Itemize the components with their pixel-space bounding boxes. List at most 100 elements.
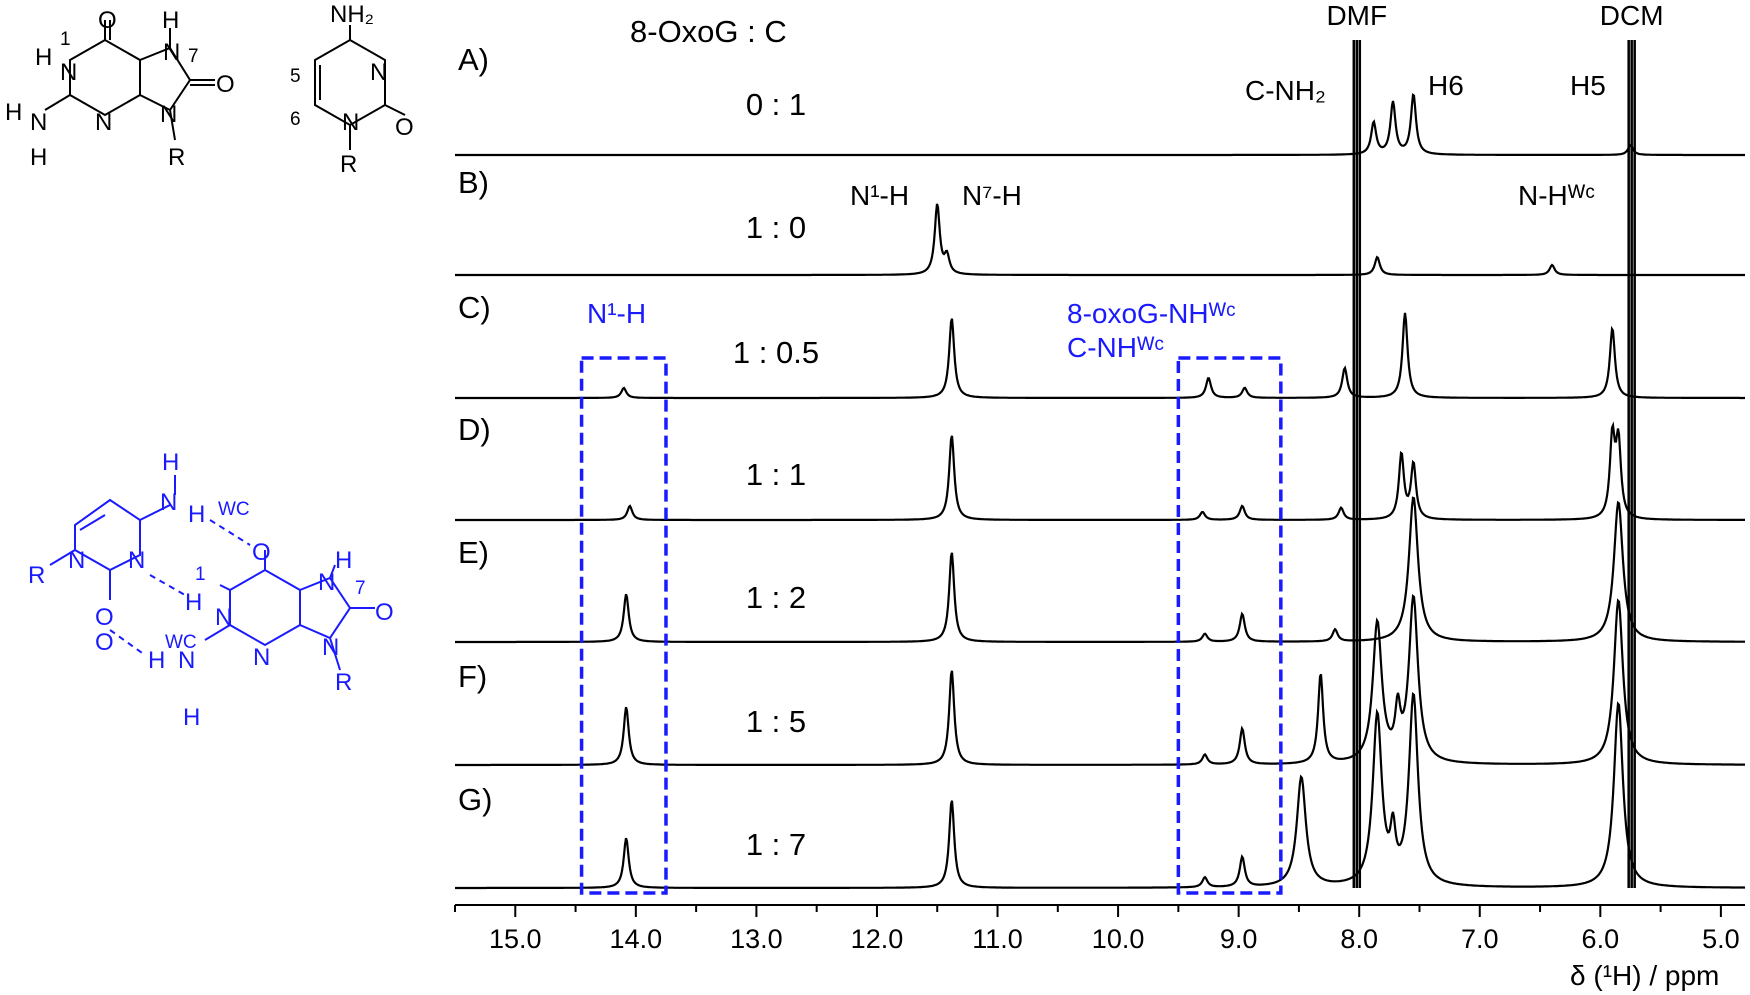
svg-text:N: N bbox=[178, 647, 195, 674]
oxog-structure bbox=[44, 20, 215, 141]
svg-text:6: 6 bbox=[290, 109, 301, 130]
chart-title: 8-OxoG : C bbox=[630, 14, 787, 49]
svg-text:N: N bbox=[318, 569, 335, 596]
x-tick-label: 11.0 bbox=[972, 924, 1023, 954]
ratio-label: 0 : 1 bbox=[746, 87, 806, 122]
svg-text:N: N bbox=[322, 634, 339, 661]
cytosine-structure bbox=[314, 25, 406, 150]
oxog-atom-labels: O H N N H N O H N N H R 1 7 bbox=[5, 7, 235, 171]
svg-text:O: O bbox=[95, 604, 114, 631]
svg-text:O: O bbox=[95, 629, 114, 656]
spectrum-label: F) bbox=[458, 659, 487, 694]
svg-text:N: N bbox=[68, 547, 85, 574]
svg-text:O: O bbox=[98, 7, 117, 34]
svg-text:R: R bbox=[28, 562, 45, 589]
x-tick-label: 13.0 bbox=[730, 924, 783, 954]
svg-text:O: O bbox=[395, 114, 414, 141]
x-tick-label: 9.0 bbox=[1220, 924, 1258, 954]
spectrum-trace bbox=[455, 691, 1746, 890]
spectrum-trace bbox=[455, 312, 1745, 400]
svg-text:WC: WC bbox=[218, 499, 250, 520]
x-tick-label: 6.0 bbox=[1582, 924, 1620, 954]
x-axis: 15.0 14.0 13.0 12.0 11.0 10.0 9.0 8.0 7.0 6.0 5.0 bbox=[454, 904, 1745, 954]
svg-text:H: H bbox=[162, 7, 179, 34]
svg-text:1: 1 bbox=[195, 564, 206, 585]
svg-text:N: N bbox=[160, 489, 177, 516]
svg-text:N: N bbox=[30, 109, 47, 136]
svg-text:NH₂: NH₂ bbox=[330, 1, 374, 28]
annotation-c-nh2: C-NH₂ bbox=[1245, 75, 1326, 106]
ratio-label: 1 : 2 bbox=[746, 580, 806, 615]
svg-text:H: H bbox=[185, 589, 202, 616]
x-tick-label: 10.0 bbox=[1092, 924, 1145, 954]
spectrum-trace bbox=[455, 93, 1745, 157]
svg-text:R: R bbox=[340, 151, 357, 178]
svg-text:H: H bbox=[30, 144, 47, 171]
svg-text:H: H bbox=[148, 647, 165, 674]
svg-text:N: N bbox=[60, 59, 77, 86]
svg-text:WC: WC bbox=[165, 632, 197, 653]
svg-text:7: 7 bbox=[188, 46, 199, 67]
base-pair-atom-labels: H N H N R N O O N H O N N H N H N R H O … bbox=[28, 449, 394, 731]
solvent-label: DMF bbox=[1326, 0, 1387, 31]
x-axis-label: δ (¹H) / ppm bbox=[1570, 960, 1719, 991]
ratio-label: 1 : 1 bbox=[746, 457, 806, 492]
spectrum-label: E) bbox=[458, 535, 489, 570]
spectra-plot: A) 0 : 1 B) 1 : 0 C) 1 : 0.5 D) 1 : 1 E) 1 : 2 F) 1… bbox=[455, 42, 1746, 895]
spectrum-label: D) bbox=[458, 412, 491, 447]
x-tick-label: 7.0 bbox=[1461, 924, 1499, 954]
x-tick-label: 14.0 bbox=[610, 924, 663, 954]
svg-text:5: 5 bbox=[290, 66, 301, 87]
annotation-n1h: N¹-H bbox=[850, 180, 909, 211]
svg-text:N: N bbox=[342, 109, 359, 136]
svg-text:H: H bbox=[162, 449, 179, 476]
svg-text:O: O bbox=[252, 539, 271, 566]
annotation-nhwc: N-Hᵂᶜ bbox=[1518, 180, 1595, 211]
svg-text:O: O bbox=[375, 599, 394, 626]
svg-text:R: R bbox=[168, 144, 185, 171]
spectrum-trace bbox=[455, 421, 1745, 522]
ratio-label: 1 : 0 bbox=[746, 210, 806, 245]
annotation-box-n1h: N¹-H bbox=[587, 298, 646, 329]
svg-text:7: 7 bbox=[355, 578, 366, 599]
svg-text:N: N bbox=[128, 547, 145, 574]
ratio-label: 1 : 7 bbox=[746, 827, 806, 862]
svg-text:N: N bbox=[163, 39, 180, 66]
svg-text:N: N bbox=[215, 604, 232, 631]
svg-text:N: N bbox=[253, 644, 270, 671]
spectrum-trace bbox=[455, 496, 1745, 644]
svg-text:H: H bbox=[183, 704, 200, 731]
annotation-h6: H6 bbox=[1428, 70, 1464, 101]
annotation-box-nhwc-1: 8-oxoG-NHᵂᶜ bbox=[1067, 298, 1236, 329]
spectrum-label: A) bbox=[458, 42, 489, 77]
svg-text:H: H bbox=[5, 99, 22, 126]
svg-text:H: H bbox=[188, 501, 205, 528]
svg-text:H: H bbox=[335, 547, 352, 574]
spectrum-label: C) bbox=[458, 290, 491, 325]
ratio-label: 1 : 5 bbox=[746, 704, 806, 739]
base-pair-structure bbox=[49, 475, 375, 671]
svg-text:H: H bbox=[35, 44, 52, 71]
annotation-h5: H5 bbox=[1570, 70, 1606, 101]
x-tick-label: 5.0 bbox=[1702, 924, 1740, 954]
annotation-box-nhwc-2: C-NHᵂᶜ bbox=[1067, 332, 1164, 363]
x-tick-label: 8.0 bbox=[1340, 924, 1378, 954]
spectrum-label: G) bbox=[458, 782, 492, 817]
cytosine-atom-labels: NH₂ N O N R 5 6 bbox=[290, 1, 414, 178]
annotation-n7h: N⁷-H bbox=[962, 180, 1022, 211]
svg-text:O: O bbox=[216, 71, 235, 98]
svg-text:N: N bbox=[95, 109, 112, 136]
svg-text:1: 1 bbox=[60, 29, 71, 50]
highlight-box bbox=[1176, 356, 1283, 895]
spectrum-label: B) bbox=[458, 165, 489, 200]
x-tick-label: 15.0 bbox=[489, 924, 542, 954]
spectrum-trace bbox=[455, 593, 1745, 767]
svg-text:N: N bbox=[370, 59, 387, 86]
spectrum-trace bbox=[455, 203, 1745, 277]
x-tick-label: 12.0 bbox=[851, 924, 904, 954]
highlight-box bbox=[579, 356, 668, 895]
solvent-labels: DMF DCM bbox=[1326, 0, 1664, 888]
svg-text:R: R bbox=[335, 669, 352, 696]
ratio-label: 1 : 0.5 bbox=[733, 335, 819, 370]
